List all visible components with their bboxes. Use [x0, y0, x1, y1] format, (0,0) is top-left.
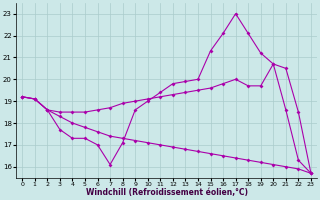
- X-axis label: Windchill (Refroidissement éolien,°C): Windchill (Refroidissement éolien,°C): [85, 188, 248, 197]
